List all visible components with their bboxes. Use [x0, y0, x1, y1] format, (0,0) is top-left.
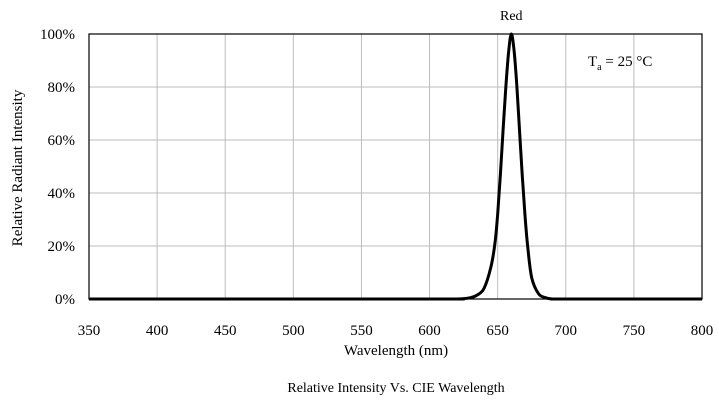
x-tick-label: 500	[282, 323, 305, 339]
annotation-base: T	[588, 54, 597, 70]
tick-labels: 350 400 450 500 550 600 650 700 750 800 0% 20% 40% 60…	[40, 27, 713, 339]
series-line-red	[89, 32, 702, 301]
y-tick-label: 20%	[48, 239, 76, 255]
x-tick-label: 550	[350, 323, 373, 339]
grid-lines	[88, 33, 703, 300]
plot-frame	[88, 33, 703, 300]
y-tick-label: 100%	[40, 27, 75, 43]
x-tick-label: 400	[146, 323, 169, 339]
y-tick-label: 80%	[48, 80, 76, 96]
y-axis-title: Relative Radiant Intensity	[10, 89, 26, 246]
annotation-subscript: a	[597, 62, 602, 73]
x-tick-label: 450	[214, 323, 237, 339]
chart-caption: Relative Intensity Vs. CIE Wavelength	[287, 381, 504, 396]
annotation-rest: = 25 °C	[602, 54, 653, 70]
x-axis-title: Wavelength (nm)	[344, 343, 448, 359]
y-tick-label: 0%	[55, 292, 75, 308]
temperature-annotation: Ta = 25 °C	[588, 54, 652, 73]
x-tick-label: 600	[418, 323, 441, 339]
x-tick-label: 350	[78, 323, 101, 339]
series-layer	[89, 32, 702, 301]
series-label-red: Red	[500, 9, 523, 24]
x-tick-label: 750	[623, 323, 646, 339]
y-tick-label: 60%	[48, 133, 76, 149]
y-tick-label: 40%	[48, 186, 76, 202]
x-tick-label: 650	[486, 323, 509, 339]
x-tick-label: 800	[691, 323, 714, 339]
x-tick-label: 700	[555, 323, 578, 339]
